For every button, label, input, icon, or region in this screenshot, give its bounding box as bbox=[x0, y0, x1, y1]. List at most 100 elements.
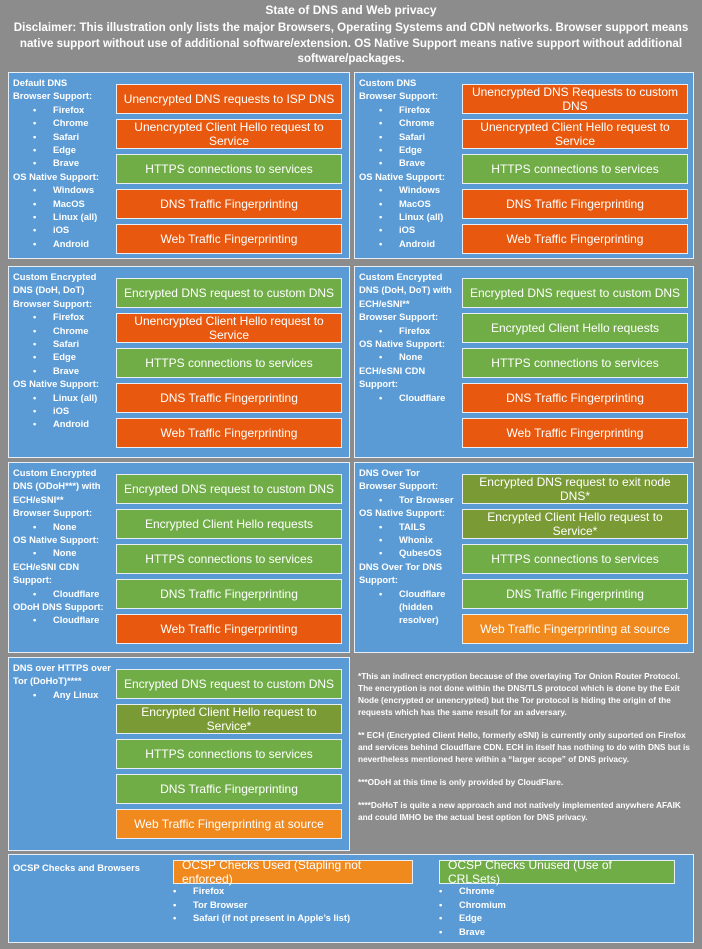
list-item: Safari bbox=[359, 130, 463, 144]
list-item: Tor Browser bbox=[153, 898, 413, 912]
panel-title: OCSP Checks and Browsers bbox=[13, 862, 140, 873]
list-item: Firefox bbox=[359, 103, 463, 117]
status-box: DNS Traffic Fingerprinting bbox=[116, 189, 342, 219]
status-box: HTTPS connections to services bbox=[462, 544, 688, 574]
status-box: Encrypted DNS request to custom DNS bbox=[116, 474, 342, 504]
status-box: Encrypted DNS request to exit node DNS* bbox=[462, 474, 688, 504]
ocsp-list: ChromeChromiumEdgeBrave bbox=[419, 884, 679, 938]
section-heading: ECH/eSNI CDN Support: bbox=[13, 560, 80, 586]
list-item: Tor Browser bbox=[359, 493, 463, 507]
panel-title: Custom Encrypted DNS (ODoH***) with ECH/… bbox=[13, 467, 101, 505]
list-item: Firefox bbox=[359, 324, 463, 338]
panel: Custom DNS Browser Support:FirefoxChromeS… bbox=[354, 72, 694, 259]
status-box: HTTPS connections to services bbox=[462, 154, 688, 184]
ocsp-label: OCSP Checks Unused (Use of CRLSets) bbox=[439, 858, 675, 886]
list-item: Cloudflare (hidden resolver) bbox=[359, 587, 463, 627]
list-item: iOS bbox=[13, 223, 117, 237]
list-item: Whonix bbox=[359, 533, 463, 547]
section-heading: ODoH DNS Support: bbox=[13, 601, 104, 613]
disclaimer: Disclaimer: This illustration only lists… bbox=[13, 21, 689, 65]
footnote: ****DoHoT is quite a new approach and no… bbox=[358, 800, 681, 822]
status-box: Encrypted Client Hello request to Servic… bbox=[116, 704, 342, 734]
panel-title: Default DNS bbox=[13, 77, 68, 88]
panel-text: DNS over HTTPS over Tor (DoHoT)****Any L… bbox=[13, 661, 117, 702]
list-item: None bbox=[13, 546, 117, 560]
panel-title: Custom Encrypted DNS (DoH, DoT) bbox=[13, 271, 97, 296]
list-item: Brave bbox=[13, 364, 117, 378]
ocsp-list: FirefoxTor BrowserSafari (if not present… bbox=[153, 884, 413, 925]
list-item: Linux (all) bbox=[359, 210, 463, 224]
list-item: Safari bbox=[13, 337, 117, 351]
panel: Custom Encrypted DNS (ODoH***) with ECH/… bbox=[8, 462, 350, 653]
panel-title: Custom DNS bbox=[359, 77, 417, 88]
status-box: Encrypted DNS request to custom DNS bbox=[116, 278, 342, 308]
section-heading: OS Native Support: bbox=[13, 378, 99, 390]
status-box: Unencrypted Client Hello request to Serv… bbox=[116, 119, 342, 149]
status-box: HTTPS connections to services bbox=[462, 348, 688, 378]
list-item: Chrome bbox=[13, 324, 117, 338]
list-item: QubesOS bbox=[359, 546, 463, 560]
list-item: Firefox bbox=[13, 103, 117, 117]
list-item: Chrome bbox=[419, 884, 679, 898]
list-item: Brave bbox=[359, 156, 463, 170]
section-heading: OS Native Support: bbox=[359, 507, 445, 519]
list-item: Edge bbox=[419, 911, 679, 925]
list-item: Chrome bbox=[359, 116, 463, 130]
list-item: Safari (if not present in Apple’s list) bbox=[153, 911, 413, 925]
status-box: Encrypted Client Hello requests bbox=[462, 313, 688, 343]
status-box: Unencrypted DNS Requests to custom DNS bbox=[462, 84, 688, 114]
list-item: Firefox bbox=[153, 884, 413, 898]
panel-text: Custom Encrypted DNS (DoH, DoT) with ECH… bbox=[359, 270, 463, 404]
status-box: Web Traffic Fingerprinting at source bbox=[116, 809, 342, 839]
status-box: Encrypted Client Hello request to Servic… bbox=[462, 509, 688, 539]
section-heading: OS Native Support: bbox=[359, 338, 445, 350]
status-box: Web Traffic Fingerprinting bbox=[116, 418, 342, 448]
list-item: Cloudflare bbox=[359, 391, 463, 405]
footnote: ** ECH (Encrypted Client Hello, formerly… bbox=[358, 730, 690, 764]
list-item: iOS bbox=[359, 223, 463, 237]
status-box: DNS Traffic Fingerprinting bbox=[462, 579, 688, 609]
list-item: Android bbox=[13, 417, 117, 431]
status-box: Encrypted Client Hello requests bbox=[116, 509, 342, 539]
list-item: Brave bbox=[13, 156, 117, 170]
section-heading: Browser Support: bbox=[359, 311, 439, 323]
panel-text: Custom Encrypted DNS (ODoH***) with ECH/… bbox=[13, 466, 117, 627]
status-box: DNS Traffic Fingerprinting bbox=[462, 383, 688, 413]
list-item: Linux (all) bbox=[13, 210, 117, 224]
status-box: HTTPS connections to services bbox=[116, 154, 342, 184]
panel: Custom Encrypted DNS (DoH, DoT) Browser S… bbox=[8, 266, 350, 458]
status-box: Web Traffic Fingerprinting bbox=[462, 418, 688, 448]
panel-title: DNS over HTTPS over Tor (DoHoT)**** bbox=[13, 662, 111, 687]
panel: OCSP Checks and Browsers OCSP Checks Used… bbox=[8, 854, 694, 943]
section-heading: ECH/eSNI CDN Support: bbox=[359, 364, 426, 390]
list-item: Cloudflare bbox=[13, 587, 117, 601]
panel-text: Custom Encrypted DNS (DoH, DoT) Browser S… bbox=[13, 270, 117, 431]
panel-text: DNS Over Tor Browser Support:Tor BrowserO… bbox=[359, 466, 463, 627]
list-item: Android bbox=[13, 237, 117, 251]
section-heading: Browser Support: bbox=[13, 507, 93, 519]
list-item: Linux (all) bbox=[13, 391, 117, 405]
status-box: DNS Traffic Fingerprinting bbox=[462, 189, 688, 219]
panel: Custom Encrypted DNS (DoH, DoT) with ECH… bbox=[354, 266, 694, 458]
status-box: DNS Traffic Fingerprinting bbox=[116, 383, 342, 413]
panel-text: Default DNS Browser Support:FirefoxChrome… bbox=[13, 76, 117, 251]
section-heading: OS Native Support: bbox=[13, 534, 99, 546]
list-item: TAILS bbox=[359, 520, 463, 534]
status-box: Unencrypted Client Hello request to Serv… bbox=[462, 119, 688, 149]
section-heading: OS Native Support: bbox=[359, 170, 445, 182]
list-item: Edge bbox=[13, 143, 117, 157]
section-heading: DNS Over Tor DNS Support: bbox=[359, 560, 443, 586]
status-box: Web Traffic Fingerprinting bbox=[116, 614, 342, 644]
footnotes: *This an indirect encryption because of … bbox=[358, 670, 694, 834]
status-box: Web Traffic Fingerprinting at source bbox=[462, 614, 688, 644]
status-box: Web Traffic Fingerprinting bbox=[116, 224, 342, 254]
panel: DNS Over Tor Browser Support:Tor BrowserO… bbox=[354, 462, 694, 653]
section-heading: Browser Support: bbox=[13, 297, 93, 309]
status-box: Encrypted DNS request to custom DNS bbox=[116, 669, 342, 699]
panel-title: DNS Over Tor bbox=[359, 467, 420, 478]
list-item: Any Linux bbox=[13, 688, 117, 702]
title: State of DNS and Web privacy bbox=[265, 3, 437, 17]
list-item: Firefox bbox=[13, 310, 117, 324]
status-box: Unencrypted DNS requests to ISP DNS bbox=[116, 84, 342, 114]
